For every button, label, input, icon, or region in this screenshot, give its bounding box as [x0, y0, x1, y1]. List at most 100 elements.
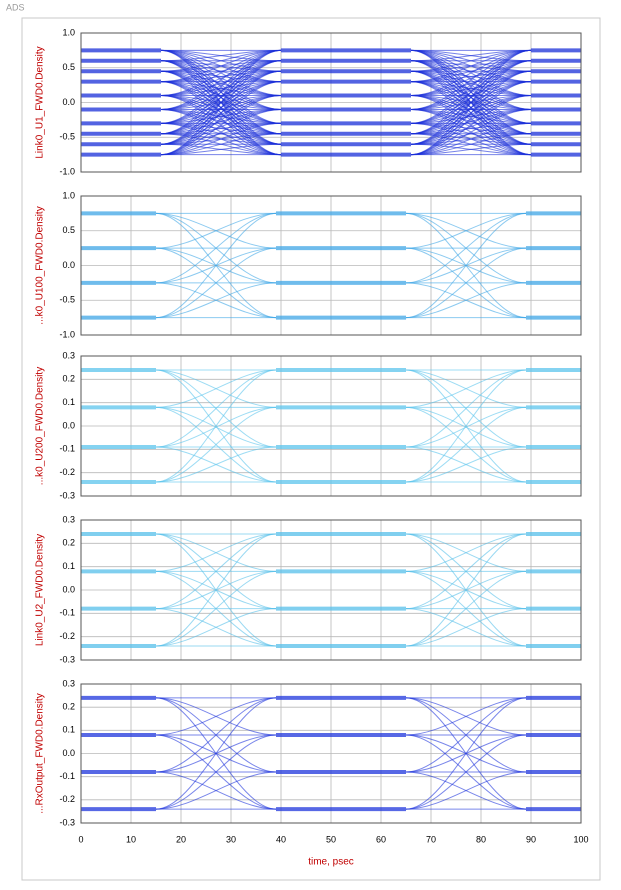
x-tick-label: 10 [126, 834, 136, 844]
transition-trace [160, 95, 282, 156]
transition-trace [405, 697, 527, 810]
y-axis-label: Link0_U1_FWD0.Density [35, 46, 46, 158]
y-tick-label: 0.3 [62, 678, 75, 688]
y-tick-label: 0.0 [62, 420, 75, 430]
y-tick-label: 0.3 [62, 514, 75, 524]
transition-trace [160, 60, 282, 156]
y-tick-label: -0.1 [59, 608, 75, 618]
transition-trace [405, 406, 527, 483]
transition-trace [155, 734, 277, 810]
transition-trace [405, 608, 527, 647]
transition-trace [410, 95, 532, 156]
transition-trace [405, 697, 527, 773]
y-tick-label: 1.0 [62, 27, 75, 37]
transition-trace [405, 369, 527, 483]
transition-trace [155, 533, 277, 572]
transition-trace [405, 570, 527, 647]
x-tick-label: 100 [573, 834, 588, 844]
y-tick-label: -0.2 [59, 794, 75, 804]
transition-trace [155, 697, 277, 736]
transition-trace [410, 60, 532, 156]
y-tick-label: -0.1 [59, 771, 75, 781]
x-tick-label: 60 [376, 834, 386, 844]
transition-trace [155, 697, 277, 810]
transition-trace [405, 771, 527, 810]
transition-trace [155, 247, 277, 319]
y-tick-label: 0.0 [62, 97, 75, 107]
y-axis-label: ...k0_U100_FWD0.Density [35, 206, 46, 324]
x-tick-label: 20 [176, 834, 186, 844]
y-tick-label: 0.0 [62, 748, 75, 758]
y-tick-label: -0.2 [59, 467, 75, 477]
transition-trace [160, 81, 282, 156]
y-tick-label: 0.0 [62, 584, 75, 594]
y-tick-label: -0.5 [59, 132, 75, 142]
y-tick-label: 0.5 [62, 62, 75, 72]
y-tick-label: -0.1 [59, 444, 75, 454]
y-tick-label: -0.3 [59, 654, 75, 664]
x-tick-label: 0 [78, 834, 83, 844]
transition-trace [160, 70, 282, 156]
y-tick-label: 0.2 [62, 702, 75, 712]
transition-trace [155, 212, 277, 284]
y-tick-label: -0.3 [59, 817, 75, 827]
transition-trace [155, 697, 277, 773]
transition-trace [410, 70, 532, 156]
x-tick-label: 80 [476, 834, 486, 844]
x-tick-label: 90 [526, 834, 536, 844]
y-tick-label: -0.3 [59, 490, 75, 500]
transition-trace [405, 697, 527, 736]
transition-trace [410, 81, 532, 156]
eye-traces [81, 48, 581, 157]
transition-trace [405, 734, 527, 810]
transition-trace [155, 282, 277, 319]
y-axis-label: ...k0_U200_FWD0.Density [35, 367, 46, 485]
x-tick-label: 40 [276, 834, 286, 844]
y-tick-label: 1.0 [62, 190, 75, 200]
y-tick-label: 0.1 [62, 561, 75, 571]
transition-trace [405, 406, 527, 448]
y-tick-label: 0.1 [62, 397, 75, 407]
y-tick-label: 0.3 [62, 350, 75, 360]
y-tick-label: 0.2 [62, 374, 75, 384]
x-axis-label: time, psec [308, 857, 354, 868]
transition-trace [155, 212, 277, 319]
transition-trace [405, 212, 527, 319]
transition-trace [155, 446, 277, 483]
transition-trace [410, 108, 532, 156]
plot-border [80, 683, 582, 824]
transition-trace [405, 212, 527, 249]
transition-trace [155, 608, 277, 647]
transition-trace [405, 533, 527, 647]
plot-border [80, 355, 582, 497]
transition-trace [155, 533, 277, 610]
y-axis-label: ...RxOutput_FWD0.Density [35, 693, 46, 814]
app-label: ADS [6, 2, 25, 12]
transition-trace [405, 369, 527, 408]
transition-trace [160, 108, 282, 156]
transition-trace [405, 212, 527, 284]
transition-trace [155, 212, 277, 249]
eye-traces [81, 532, 581, 648]
transition-trace [155, 369, 277, 483]
transition-trace [155, 771, 277, 810]
y-tick-label: 0.1 [62, 725, 75, 735]
y-tick-label: -1.0 [59, 166, 75, 176]
transition-trace [155, 369, 277, 408]
y-tick-label: 0.0 [62, 260, 75, 270]
y-tick-label: -0.5 [59, 295, 75, 305]
transition-trace [155, 533, 277, 647]
eye-traces [81, 211, 581, 320]
plot-border [80, 32, 582, 173]
transition-trace [160, 49, 282, 156]
transition-trace [405, 533, 527, 610]
y-tick-label: 0.2 [62, 538, 75, 548]
y-axis-label: Link0_U2_FWD0.Density [35, 534, 46, 646]
transition-trace [155, 406, 277, 448]
plot-border [80, 195, 582, 336]
plot-border [80, 519, 582, 661]
transition-trace [155, 406, 277, 483]
transition-trace [405, 369, 527, 448]
y-tick-label: -1.0 [59, 329, 75, 339]
